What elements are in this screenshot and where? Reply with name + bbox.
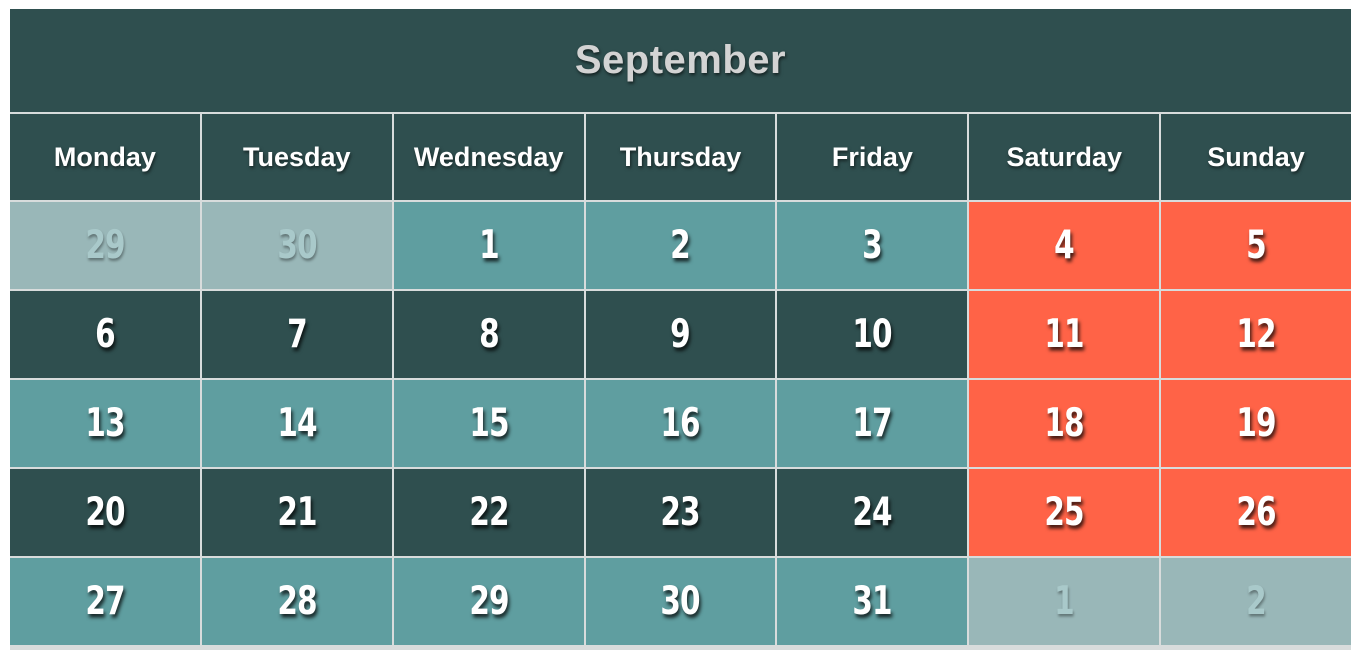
day-number: 25 bbox=[1044, 489, 1084, 536]
day-cell[interactable]: 27 bbox=[10, 558, 200, 645]
day-cell[interactable]: 20 bbox=[10, 469, 200, 556]
day-cell[interactable]: 29 bbox=[10, 202, 200, 289]
day-number: 15 bbox=[468, 400, 509, 447]
day-cell[interactable]: 3 bbox=[777, 202, 968, 289]
day-cell[interactable]: 5 bbox=[1161, 202, 1351, 289]
day-cell[interactable]: 7 bbox=[201, 291, 392, 378]
day-cell[interactable]: 26 bbox=[1161, 469, 1351, 556]
dayname-friday: Friday bbox=[777, 114, 968, 200]
day-number: 12 bbox=[1236, 311, 1276, 358]
day-cell[interactable]: 10 bbox=[777, 291, 968, 378]
day-cell[interactable]: 29 bbox=[393, 558, 584, 645]
day-number: 1 bbox=[478, 222, 500, 269]
dayname-tuesday: Tuesday bbox=[201, 114, 392, 200]
day-cell[interactable]: 23 bbox=[585, 469, 776, 556]
day-cell[interactable]: 17 bbox=[777, 380, 968, 467]
day-cell[interactable]: 18 bbox=[969, 380, 1160, 467]
day-cell[interactable]: 6 bbox=[10, 291, 200, 378]
day-cell[interactable]: 30 bbox=[201, 202, 392, 289]
dayname-thursday: Thursday bbox=[585, 114, 776, 200]
day-number: 7 bbox=[286, 311, 308, 358]
day-number: 6 bbox=[95, 311, 116, 358]
day-cell[interactable]: 8 bbox=[393, 291, 584, 378]
day-number: 29 bbox=[468, 578, 509, 625]
day-cell[interactable]: 30 bbox=[585, 558, 776, 645]
day-number: 18 bbox=[1044, 400, 1084, 447]
day-cell[interactable]: 22 bbox=[393, 469, 584, 556]
day-cell[interactable]: 2 bbox=[585, 202, 776, 289]
day-number: 20 bbox=[85, 489, 125, 536]
day-cell[interactable]: 25 bbox=[969, 469, 1160, 556]
day-number: 16 bbox=[660, 400, 701, 447]
day-cell[interactable]: 16 bbox=[585, 380, 776, 467]
month-title: September bbox=[574, 38, 787, 82]
day-number: 2 bbox=[670, 222, 692, 269]
day-number: 8 bbox=[478, 311, 500, 358]
dayname-wednesday: Wednesday bbox=[393, 114, 584, 200]
day-number: 30 bbox=[277, 222, 317, 269]
day-cell[interactable]: 19 bbox=[1161, 380, 1351, 467]
day-number: 19 bbox=[1236, 400, 1276, 447]
day-cell[interactable]: 14 bbox=[201, 380, 392, 467]
day-number: 23 bbox=[660, 489, 701, 536]
day-cell[interactable]: 21 bbox=[201, 469, 392, 556]
day-cell[interactable]: 13 bbox=[10, 380, 200, 467]
day-number: 9 bbox=[670, 311, 692, 358]
day-number: 29 bbox=[85, 222, 125, 269]
day-cell[interactable]: 31 bbox=[777, 558, 968, 645]
dayname-saturday: Saturday bbox=[969, 114, 1160, 200]
day-number: 5 bbox=[1246, 222, 1267, 269]
day-cell[interactable]: 28 bbox=[201, 558, 392, 645]
day-number: 3 bbox=[862, 222, 883, 269]
day-cell[interactable]: 12 bbox=[1161, 291, 1351, 378]
day-number: 11 bbox=[1044, 311, 1084, 358]
day-number: 26 bbox=[1236, 489, 1276, 536]
day-number: 31 bbox=[852, 578, 893, 625]
day-number: 30 bbox=[660, 578, 701, 625]
day-number: 28 bbox=[277, 578, 317, 625]
day-cell[interactable]: 1 bbox=[393, 202, 584, 289]
day-cell[interactable]: 9 bbox=[585, 291, 776, 378]
dayname-monday: Monday bbox=[10, 114, 200, 200]
day-number: 17 bbox=[852, 400, 893, 447]
day-number: 27 bbox=[85, 578, 125, 625]
calendar-grid: Monday Tuesday Wednesday Thursday Friday… bbox=[10, 114, 1351, 650]
day-number: 1 bbox=[1054, 578, 1075, 625]
calendar: September Monday Tuesday Wednesday Thurs… bbox=[10, 9, 1351, 650]
day-number: 10 bbox=[852, 311, 893, 358]
day-number: 4 bbox=[1054, 222, 1075, 269]
day-cell[interactable]: 2 bbox=[1161, 558, 1351, 645]
day-number: 2 bbox=[1246, 578, 1267, 625]
day-number: 14 bbox=[277, 400, 317, 447]
dayname-sunday: Sunday bbox=[1161, 114, 1351, 200]
day-cell[interactable]: 4 bbox=[969, 202, 1160, 289]
day-number: 22 bbox=[468, 489, 509, 536]
day-cell[interactable]: 24 bbox=[777, 469, 968, 556]
day-number: 13 bbox=[85, 400, 125, 447]
day-cell[interactable]: 1 bbox=[969, 558, 1160, 645]
day-number: 24 bbox=[852, 489, 893, 536]
day-cell[interactable]: 15 bbox=[393, 380, 584, 467]
month-header: September bbox=[10, 9, 1351, 112]
day-cell[interactable]: 11 bbox=[969, 291, 1160, 378]
day-number: 21 bbox=[277, 489, 317, 536]
